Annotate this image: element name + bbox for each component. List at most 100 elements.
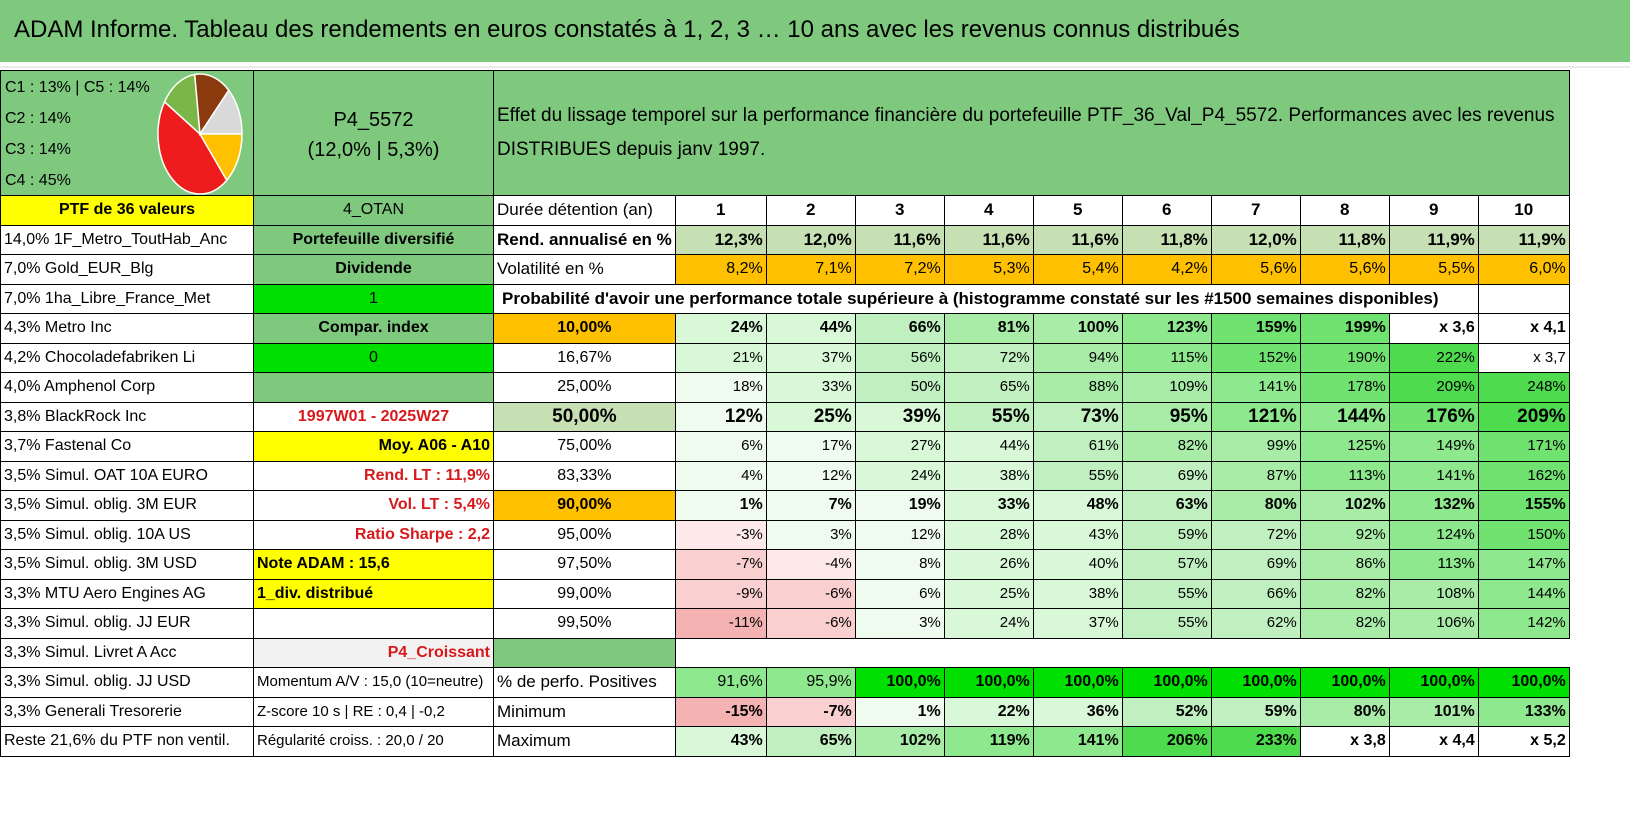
- empty-cell: [675, 638, 1569, 668]
- prob-value: 63%: [1121, 490, 1212, 521]
- prob-value: 8%: [854, 549, 945, 580]
- prob-value: 4%: [674, 460, 767, 491]
- prob-value: 38%: [943, 460, 1034, 491]
- prob-value: 141%: [1388, 460, 1479, 491]
- prob-value: x 4,1: [1477, 313, 1570, 344]
- max-value: x 5,2: [1477, 726, 1570, 757]
- vol-value: 5,6%: [1210, 254, 1301, 285]
- prob-value: -11%: [674, 608, 767, 639]
- min-value: 133%: [1477, 696, 1570, 727]
- prob-value: 6%: [674, 431, 767, 462]
- prob-value: 171%: [1477, 431, 1570, 462]
- prob-threshold: 25,00%: [493, 372, 676, 403]
- prob-value: 19%: [854, 490, 945, 521]
- prob-value: 209%: [1477, 401, 1570, 432]
- prob-value: 144%: [1299, 401, 1390, 432]
- prob-value: 18%: [674, 372, 767, 403]
- vol-value: 7,2%: [854, 254, 945, 285]
- prob-value: 132%: [1388, 490, 1479, 521]
- prob-value: 17%: [765, 431, 856, 462]
- vol-value: 5,3%: [943, 254, 1034, 285]
- prob-value: x 3,6: [1388, 313, 1479, 344]
- prob-value: 66%: [854, 313, 945, 344]
- prob-value: 37%: [1032, 608, 1123, 639]
- prob-value: 43%: [1032, 519, 1123, 550]
- info-cell: Compar. index: [253, 313, 494, 344]
- info-cell: 1997W01 - 2025W27: [253, 401, 494, 432]
- year-header: 6: [1121, 195, 1212, 226]
- prob-value: 82%: [1299, 578, 1390, 609]
- min-value: 101%: [1388, 696, 1479, 727]
- prob-value: 222%: [1388, 342, 1479, 373]
- pie-legend-c1-c5: C1 : 13% | C5 : 14%: [5, 79, 150, 96]
- prob-value: 199%: [1299, 313, 1390, 344]
- max-label: Maximum: [493, 726, 676, 757]
- year-header: 1: [674, 195, 767, 226]
- prob-value: 55%: [1121, 578, 1212, 609]
- min-value: 59%: [1210, 696, 1301, 727]
- max-value: 65%: [765, 726, 856, 757]
- vol-value: 5,6%: [1299, 254, 1390, 285]
- info-cell: Régularité croiss. : 20,0 / 20: [253, 726, 494, 757]
- prob-value: 72%: [1210, 519, 1301, 550]
- prob-row: 4,0% Amphenol Corp 25,00% 18% 33% 50% 65% 88% 1…: [0, 372, 1570, 403]
- prob-threshold: 16,67%: [493, 342, 676, 373]
- prob-row: 3,3% Simul. oblig. JJ EUR 99,50% -11% -6% 3%…: [0, 608, 1570, 639]
- prob-value: 1%: [674, 490, 767, 521]
- table-body: C1 : 13% | C5 : 14% C2 : 14% C3 : 14% C4…: [0, 70, 1570, 757]
- vol-row: 7,0% Gold_EUR_Blg Dividende Volatilité en …: [0, 254, 1570, 285]
- prob-row: 3,7% Fastenal Co Moy. A06 - A10 75,00% 6% 17…: [0, 431, 1570, 462]
- vol-value: 6,0%: [1477, 254, 1570, 285]
- positive-value: 100,0%: [1210, 667, 1301, 698]
- vol-value: 5,5%: [1388, 254, 1479, 285]
- performance-table: C1 : 13% | C5 : 14% C2 : 14% C3 : 14% C4…: [0, 70, 1570, 757]
- prob-threshold: 90,00%: [493, 490, 676, 521]
- prob-value: 61%: [1032, 431, 1123, 462]
- min-row: 3,3% Generali Tresorerie Z-score 10 s | R…: [0, 696, 1570, 727]
- rend-value: 12,0%: [1210, 224, 1301, 255]
- prob-value: 55%: [943, 401, 1034, 432]
- prob-value: 38%: [1032, 578, 1123, 609]
- prob-value: 62%: [1210, 608, 1301, 639]
- info-cell: Z-score 10 s | RE : 0,4 | -0,2: [253, 696, 494, 727]
- prob-value: -3%: [674, 519, 767, 550]
- holding-name: 3,3% Simul. oblig. JJ EUR: [0, 608, 254, 639]
- prob-value: 24%: [854, 460, 945, 491]
- prob-value: 12%: [854, 519, 945, 550]
- prob-value: 37%: [765, 342, 856, 373]
- max-value: 119%: [943, 726, 1034, 757]
- prob-value: 6%: [854, 578, 945, 609]
- prob-row: 4,2% Chocoladefabriken Li 0 16,67% 21% 37% 56…: [0, 342, 1570, 373]
- holding-name: 3,3% MTU Aero Engines AG: [0, 578, 254, 609]
- rend-value: 11,9%: [1477, 224, 1570, 255]
- year-header: 3: [854, 195, 945, 226]
- prob-value: 113%: [1299, 460, 1390, 491]
- prob-value: 12%: [674, 401, 767, 432]
- prob-value: 86%: [1299, 549, 1390, 580]
- positive-value: 100,0%: [1121, 667, 1212, 698]
- vol-value: 4,2%: [1121, 254, 1212, 285]
- prob-value: 26%: [943, 549, 1034, 580]
- prob-value: -9%: [674, 578, 767, 609]
- prob-value: 44%: [765, 313, 856, 344]
- prob-value: 123%: [1121, 313, 1212, 344]
- prob-value: 81%: [943, 313, 1034, 344]
- prob-value: 55%: [1032, 460, 1123, 491]
- prob-value: -4%: [765, 549, 856, 580]
- pie-slice-c4: [157, 100, 228, 195]
- empty-cell: [493, 637, 676, 668]
- prob-value: 142%: [1477, 608, 1570, 639]
- holding-name: 4,3% Metro Inc: [0, 313, 254, 344]
- prob-value: 72%: [943, 342, 1034, 373]
- vol-value: 5,4%: [1032, 254, 1123, 285]
- vol-value: 7,1%: [765, 254, 856, 285]
- prob-value: 33%: [943, 490, 1034, 521]
- prob-value: 56%: [854, 342, 945, 373]
- vol-label: Volatilité en %: [493, 254, 676, 285]
- prob-value: 82%: [1299, 608, 1390, 639]
- holding-name: 3,3% Generali Tresorerie: [0, 696, 254, 727]
- min-value: 36%: [1032, 696, 1123, 727]
- positive-value: 100,0%: [1477, 667, 1570, 698]
- info-cell: Momentum A/V : 15,0 (10=neutre): [253, 667, 494, 698]
